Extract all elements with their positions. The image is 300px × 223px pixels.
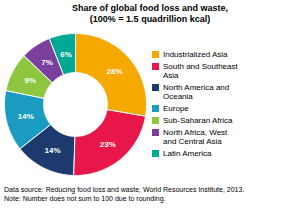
html-text:Europe: Europe xyxy=(163,104,189,113)
html-text:North Africa, West and Central: North Africa, West and Central Asia xyxy=(163,128,228,146)
svg-text:14%: 14% xyxy=(44,146,60,155)
svg-text:23%: 23% xyxy=(100,140,116,149)
html-text:South and Southeast Asia: South and Southeast Asia xyxy=(163,62,238,80)
svg-text:14%: 14% xyxy=(18,112,34,121)
svg-text:28%: 28% xyxy=(107,67,123,76)
html-text:Data source: Reducing food los: Data source: Reducing food loss and wast… xyxy=(4,186,245,193)
html-text:Latin America: Latin America xyxy=(163,149,212,158)
html-text:Note: Number does not sum to 1: Note: Number does not sum to 100 due to … xyxy=(4,195,166,202)
svg-text:7%: 7% xyxy=(41,58,53,67)
svg-text:6%: 6% xyxy=(60,50,72,59)
svg-text:9%: 9% xyxy=(24,76,36,85)
html-text:Industrialized Asia: Industrialized Asia xyxy=(163,50,228,59)
html-text:North America and Oceania: North America and Oceania xyxy=(163,83,230,101)
html-text:Sub-Saharan Africa: Sub-Saharan Africa xyxy=(163,116,233,125)
html-text:Share of global food loss and: Share of global food loss and waste, (10… xyxy=(72,3,228,24)
